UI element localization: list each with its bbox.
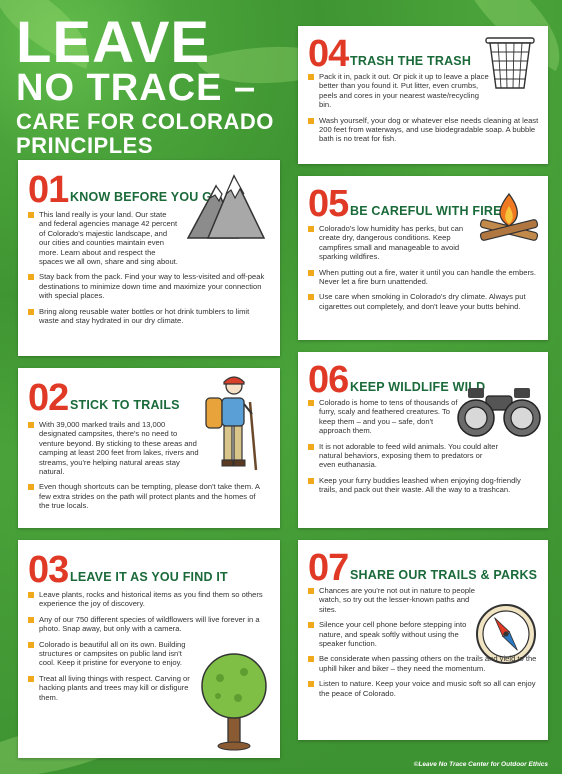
principle-title: STICK TO TRAILS bbox=[70, 398, 180, 412]
tree-icon bbox=[201, 653, 267, 751]
poster-title: LEAVE NO TRACE – CARE FOR COLORADO PRINC… bbox=[16, 10, 286, 158]
principle-title: KEEP WILDLIFE WILD bbox=[350, 380, 486, 394]
list-item: Bring along reusable water bottles or ho… bbox=[28, 307, 268, 326]
list-item: Leave plants, rocks and historical items… bbox=[28, 590, 268, 609]
binoculars-icon bbox=[457, 388, 541, 437]
list-item: Keep your furry buddies leashed when enj… bbox=[308, 476, 540, 495]
principle-title: LEAVE IT AS YOU FIND IT bbox=[70, 570, 228, 584]
title-line-3: CARE FOR COLORADO bbox=[16, 109, 274, 134]
principle-title: BE CAREFUL WITH FIRE bbox=[350, 204, 502, 218]
principle-number: 04 bbox=[308, 33, 349, 75]
title-line-4: PRINCIPLES bbox=[16, 133, 154, 158]
principle-number: 03 bbox=[28, 549, 69, 591]
principle-card-01: 01 KNOW BEFORE YOU GO This land really i… bbox=[18, 160, 280, 356]
principle-items: This land really is your land. Our state… bbox=[28, 210, 268, 331]
trash-can-icon bbox=[485, 37, 535, 89]
principle-title: SHARE OUR TRAILS & PARKS bbox=[350, 568, 538, 582]
principle-items: Colorado's low humidity has perks, but c… bbox=[308, 224, 540, 317]
principle-title: KNOW BEFORE YOU GO bbox=[70, 190, 222, 204]
principle-items: Colorado is home to tens of thousands of… bbox=[308, 398, 540, 501]
title-line-1: LEAVE bbox=[16, 10, 211, 75]
list-item: Colorado is home to tens of thousands of… bbox=[308, 398, 459, 436]
principle-number: 01 bbox=[28, 169, 69, 211]
list-item: This land really is your land. Our state… bbox=[28, 210, 179, 266]
list-item: Treat all living things with respect. Ca… bbox=[28, 674, 199, 702]
principle-title: TRASH THE TRASH bbox=[350, 54, 472, 68]
list-item: Chances are you're not out in nature to … bbox=[308, 586, 479, 614]
list-item: Silence your cell phone before stepping … bbox=[308, 620, 479, 648]
list-item: When putting out a fire, water it until … bbox=[308, 268, 540, 287]
mountain-icon bbox=[186, 174, 266, 239]
principle-card-04: 04 TRASH THE TRASH Pack it in, pack it o… bbox=[298, 26, 548, 164]
list-item: Listen to nature. Keep your voice and mu… bbox=[308, 679, 540, 698]
list-item: Colorado's low humidity has perks, but c… bbox=[308, 224, 479, 262]
principle-items: Leave plants, rocks and historical items… bbox=[28, 590, 268, 708]
list-item: Any of our 750 different species of wild… bbox=[28, 615, 268, 634]
principle-number: 05 bbox=[308, 183, 349, 225]
principle-card-06: 06 KEEP WILDLIFE WILD Colorado is home t… bbox=[298, 352, 548, 528]
principle-items: Pack it in, pack it out. Or pick it up t… bbox=[308, 72, 540, 150]
principle-card-02: 02 STICK TO TRAILS With 39,000 marked tr… bbox=[18, 368, 280, 528]
principle-number: 06 bbox=[308, 359, 349, 401]
hiker-icon bbox=[205, 376, 258, 471]
list-item: With 39,000 marked trails and 13,000 des… bbox=[28, 420, 199, 476]
principle-items: With 39,000 marked trails and 13,000 des… bbox=[28, 420, 268, 517]
compass-icon bbox=[476, 604, 536, 664]
principle-card-05: 05 BE CAREFUL WITH FIRE Colorado's low h… bbox=[298, 176, 548, 340]
principle-card-03: 03 LEAVE IT AS YOU FIND IT Leave plants,… bbox=[18, 540, 280, 758]
campfire-icon bbox=[479, 192, 539, 241]
list-item: Colorado is beautiful all on its own. Bu… bbox=[28, 640, 199, 668]
list-item: Be considerate when passing others on th… bbox=[308, 654, 540, 673]
principle-number: 02 bbox=[28, 377, 69, 419]
principle-number: 07 bbox=[308, 547, 349, 589]
list-item: Wash yourself, your dog or whatever else… bbox=[308, 116, 540, 144]
principle-card-07: 07 SHARE OUR TRAILS & PARKS Chances are … bbox=[298, 540, 548, 740]
list-item: Even though shortcuts can be tempting, p… bbox=[28, 482, 268, 510]
list-item: Use care when smoking in Colorado's dry … bbox=[308, 292, 540, 311]
list-item: Pack it in, pack it out. Or pick it up t… bbox=[308, 72, 489, 110]
list-item: It is not adorable to feed wild animals.… bbox=[308, 442, 499, 470]
principle-items: Chances are you're not out in nature to … bbox=[308, 586, 540, 704]
title-line-2: NO TRACE – bbox=[16, 67, 257, 109]
list-item: Stay back from the pack. Find your way t… bbox=[28, 272, 268, 300]
copyright-credit: ©Leave No Trace Center for Outdoor Ethic… bbox=[413, 761, 548, 768]
